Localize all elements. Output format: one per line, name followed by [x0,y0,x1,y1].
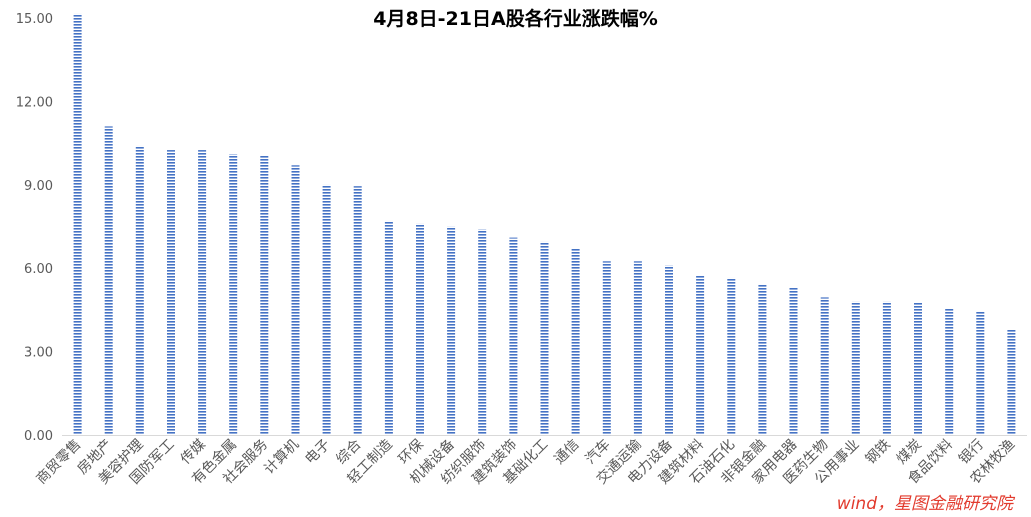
bar [602,261,611,436]
y-tick-label: 15.00 [16,12,53,27]
bar [571,248,580,435]
y-tick-label: 9.00 [24,179,53,194]
bar [976,311,985,435]
bar [384,220,393,435]
bar [135,145,144,435]
chart-title: 4月8日-21日A股各行业涨跌幅% [373,8,658,30]
y-tick-label: 6.00 [24,262,53,277]
bar [322,184,331,435]
y-axis: 0.00 3.00 6.00 9.00 12.00 15.00 [16,12,1027,444]
bar [509,237,518,435]
bar [198,150,207,435]
x-tick-label: 通信 [551,437,582,468]
source-note: wind，星图金融研究院 [836,494,1013,514]
bar [696,275,705,435]
bar [73,13,82,436]
bar [540,241,549,435]
y-tick-label: 0.00 [24,429,53,444]
x-tick-label: 电子 [302,437,333,468]
bar [789,287,798,435]
bar [447,226,456,435]
bar [851,301,860,435]
bar [945,308,954,435]
bar [260,155,269,435]
bar [291,165,300,436]
bar [478,229,487,435]
bar [1007,329,1016,435]
bar [416,223,424,435]
bar [882,301,891,435]
bar [758,284,767,435]
bar [665,265,673,435]
bar [104,126,113,436]
bar [353,186,362,435]
x-tick-label: 商贸零售 [33,437,84,488]
bars [73,13,1016,436]
x-tick-label: 钢铁 [863,437,894,468]
bar [229,154,238,435]
bar [633,261,642,436]
y-tick-label: 12.00 [16,95,53,110]
y-tick-label: 3.00 [24,346,53,361]
bar [167,150,175,435]
bar [727,277,736,435]
bar [820,297,829,435]
x-tick-label: 计算机 [261,437,302,478]
bar [914,303,922,435]
